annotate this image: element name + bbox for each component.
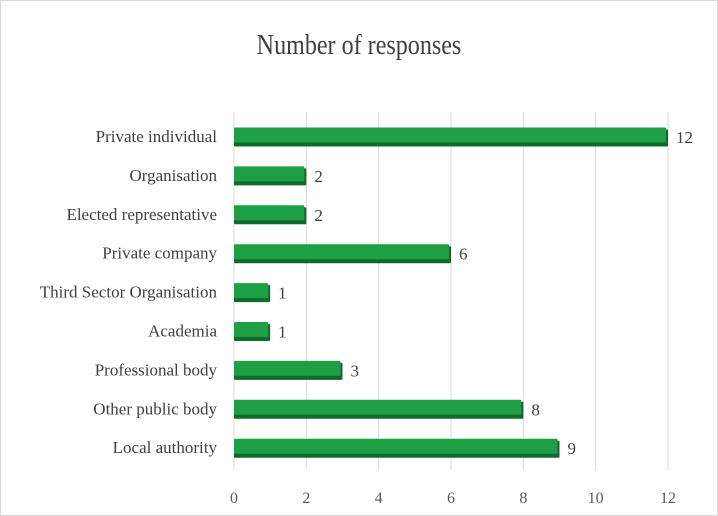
x-tick-label: 12: [660, 490, 676, 507]
category-label: Other public body: [93, 399, 217, 418]
category-label: Private individual: [96, 127, 218, 146]
value-label: 6: [459, 245, 468, 264]
x-axis-ticks: 0 2 4 6 8 10 12: [230, 490, 676, 507]
bars: [234, 127, 668, 458]
value-label: 1: [278, 323, 287, 342]
bar: [234, 244, 449, 260]
value-label: 8: [531, 400, 540, 419]
x-tick-label: 6: [447, 490, 455, 507]
bar: [234, 166, 305, 182]
x-tick-label: 4: [375, 490, 383, 507]
bar: [234, 399, 522, 415]
x-tick-label: 2: [302, 490, 310, 507]
category-label: Third Sector Organisation: [40, 283, 218, 302]
value-label: 9: [568, 439, 577, 458]
category-label: Local authority: [113, 438, 218, 457]
bar: [234, 360, 341, 376]
bar: [234, 127, 666, 143]
value-label: 1: [278, 284, 287, 303]
value-label: 12: [676, 128, 693, 147]
category-label: Private company: [102, 244, 217, 263]
bar: [234, 322, 269, 337]
category-label: Professional body: [95, 360, 218, 379]
x-tick-label: 10: [588, 490, 604, 507]
value-labels: 12 2 2 6 1 1 3 8 9: [278, 128, 693, 458]
bar: [234, 205, 305, 221]
x-tick-label: 8: [519, 490, 527, 507]
bar: [234, 283, 269, 299]
category-labels: Private individual Organisation Elected re…: [40, 127, 218, 457]
value-label: 3: [351, 361, 360, 380]
category-label: Academia: [148, 322, 217, 341]
value-label: 2: [314, 167, 323, 186]
chart-title: Number of responses: [256, 30, 462, 61]
bar: [234, 438, 558, 454]
x-tick-label: 0: [230, 490, 238, 507]
value-label: 2: [314, 206, 323, 225]
category-label: Organisation: [129, 166, 217, 185]
category-label: Elected representative: [66, 205, 217, 224]
